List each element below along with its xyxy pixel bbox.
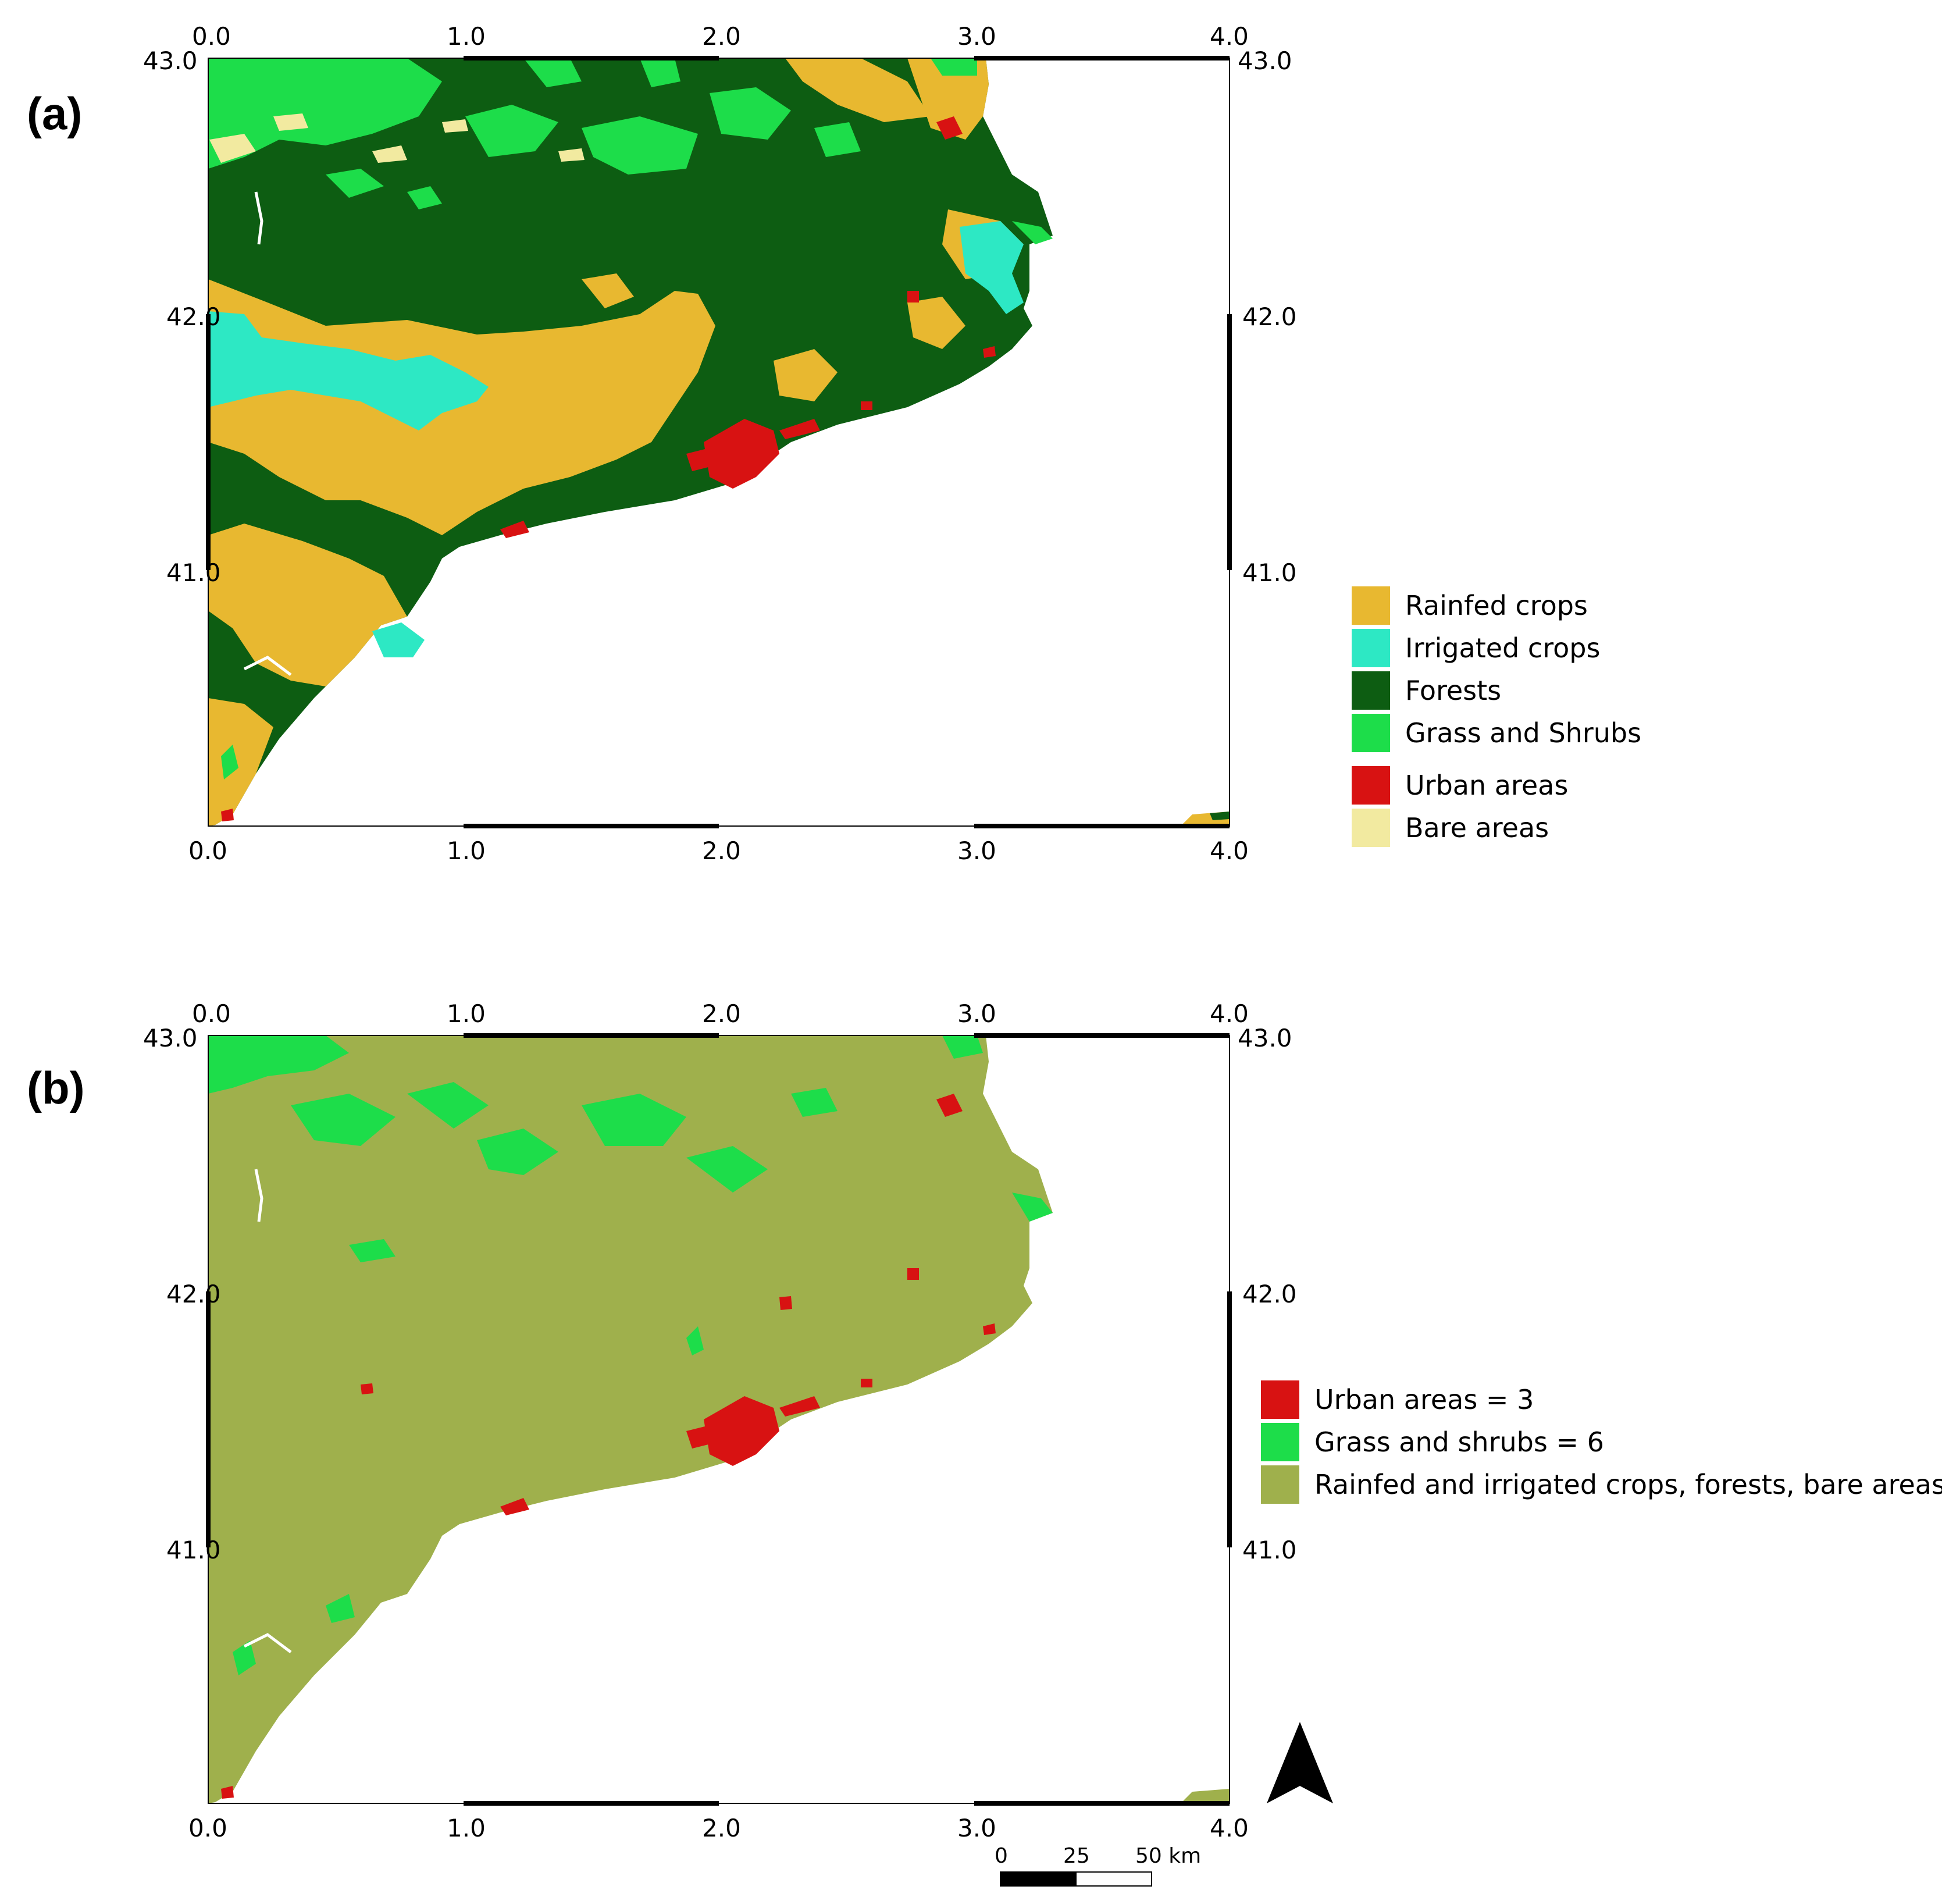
map-a-ytick-left-0: 43.0 xyxy=(143,47,198,75)
scale-bar-label-25: 25 xyxy=(1063,1844,1090,1868)
legend-b-item-crops: Rainfed and irrigated crops, forests, ba… xyxy=(1261,1465,1942,1504)
map-a-xtick-top-3: 3.0 xyxy=(957,22,996,51)
panel-a-label: (a) xyxy=(27,88,83,139)
map-b-crops-forests-base xyxy=(208,1035,1053,1803)
panel-b-label: (b) xyxy=(27,1062,85,1113)
map-b-ytick-left-1: 42.0 xyxy=(166,1280,221,1308)
map-b-ytick-left-0: 43.0 xyxy=(143,1024,198,1052)
legend-a-item-irrigated: Irrigated crops xyxy=(1352,629,1600,667)
legend-a-item-rainfed: Rainfed crops xyxy=(1352,586,1588,625)
map-a-xtick-bottom-2: 2.0 xyxy=(702,837,741,865)
legend-a-swatch-bare xyxy=(1352,809,1390,847)
north-arrow-icon xyxy=(1267,1722,1333,1803)
legend-b-label-grass: Grass and shrubs = 6 xyxy=(1314,1426,1604,1458)
legend-a-item-bare: Bare areas xyxy=(1352,809,1549,847)
map-b-xtick-bottom-0: 0.0 xyxy=(188,1814,227,1842)
map-b-axis-bars xyxy=(206,1033,1232,1806)
map-a-land xyxy=(208,58,1230,826)
map-a-axis-bars xyxy=(206,56,1232,828)
map-b-xtick-top-0: 0.0 xyxy=(192,999,231,1028)
map-b-ytick-right-1: 42.0 xyxy=(1242,1280,1297,1308)
map-a-ytick-right-2: 41.0 xyxy=(1242,558,1297,587)
map-a-xtick-bottom-3: 3.0 xyxy=(957,837,996,865)
map-a-xtick-top-2: 2.0 xyxy=(702,22,741,51)
map-b-xtick-bottom-1: 1.0 xyxy=(447,1814,486,1842)
legend-a-swatch-irrigated xyxy=(1352,629,1390,667)
map-b-ytick-right-2: 41.0 xyxy=(1242,1536,1297,1564)
map-a-xtick-top-4: 4.0 xyxy=(1210,22,1249,51)
scale-bar-label-50: 50 km xyxy=(1135,1844,1202,1868)
map-a-xtick-top-1: 1.0 xyxy=(447,22,486,51)
map-a-ytick-left-2: 41.0 xyxy=(166,558,221,587)
legend-a-swatch-rainfed xyxy=(1352,586,1390,625)
map-a-urban-areas xyxy=(221,116,996,821)
legend-b-swatch-grass xyxy=(1261,1423,1299,1461)
map-b-ytick-left-2: 41.0 xyxy=(166,1536,221,1564)
map-a-ytick-right-1: 42.0 xyxy=(1242,302,1297,331)
scale-bar-label-0: 0 xyxy=(995,1844,1008,1868)
map-b-urban-areas xyxy=(221,1094,996,1799)
legend-a-swatch-urban xyxy=(1352,766,1390,805)
map-a-xtick-top-0: 0.0 xyxy=(192,22,231,51)
map-b-land xyxy=(208,1035,1230,1803)
map-b-corner-patch xyxy=(1181,1789,1230,1803)
map-b-grass-shrubs xyxy=(208,1035,1053,1675)
map-b-xtick-bottom-4: 4.0 xyxy=(1210,1814,1249,1842)
map-b-xtick-top-2: 2.0 xyxy=(702,999,741,1028)
legend-b-label-crops: Rainfed and irrigated crops, forests, ba… xyxy=(1314,1469,1942,1500)
legend-b-swatch-urban xyxy=(1261,1380,1299,1419)
map-b-xtick-top-4: 4.0 xyxy=(1210,999,1249,1028)
map-a-grass-shrubs xyxy=(208,58,1053,780)
map-a-rainfed-crops xyxy=(208,279,715,535)
legend-a-label-irrigated: Irrigated crops xyxy=(1405,632,1601,664)
legend-a-label-urban: Urban areas xyxy=(1405,770,1569,801)
legend-a-swatch-grass xyxy=(1352,714,1390,752)
map-b-ytick-right-0: 43.0 xyxy=(1238,1024,1292,1052)
map-a-xtick-bottom-0: 0.0 xyxy=(188,837,227,865)
legend-b-item-grass: Grass and shrubs = 6 xyxy=(1261,1423,1604,1461)
map-a-xtick-bottom-1: 1.0 xyxy=(447,837,486,865)
legend-b-label-urban: Urban areas = 3 xyxy=(1314,1384,1534,1415)
map-a-ytick-left-1: 42.0 xyxy=(166,302,221,331)
legend-a-item-grass: Grass and Shrubs xyxy=(1352,714,1641,752)
legend-a-label-rainfed: Rainfed crops xyxy=(1405,590,1588,621)
scale-bar xyxy=(1000,1871,1152,1887)
legend-a-item-urban: Urban areas xyxy=(1352,766,1568,805)
legend-a-item-forests: Forests xyxy=(1352,671,1501,710)
legend-a-swatch-forests xyxy=(1352,671,1390,710)
legend-a-label-bare: Bare areas xyxy=(1405,812,1549,844)
map-a-irrigated-crops xyxy=(208,311,489,430)
legend-b-item-urban: Urban areas = 3 xyxy=(1261,1380,1534,1419)
map-b-xtick-bottom-3: 3.0 xyxy=(957,1814,996,1842)
map-a-xtick-bottom-4: 4.0 xyxy=(1210,837,1249,865)
map-b-xtick-top-1: 1.0 xyxy=(447,999,486,1028)
map-b-xtick-top-3: 3.0 xyxy=(957,999,996,1028)
map-b-xtick-bottom-2: 2.0 xyxy=(702,1814,741,1842)
map-a-bare-areas xyxy=(209,113,585,163)
legend-b-swatch-crops xyxy=(1261,1465,1299,1504)
legend-a-label-forests: Forests xyxy=(1405,675,1502,706)
map-a-ytick-right-0: 43.0 xyxy=(1238,47,1292,75)
legend-a-label-grass: Grass and Shrubs xyxy=(1405,717,1642,749)
